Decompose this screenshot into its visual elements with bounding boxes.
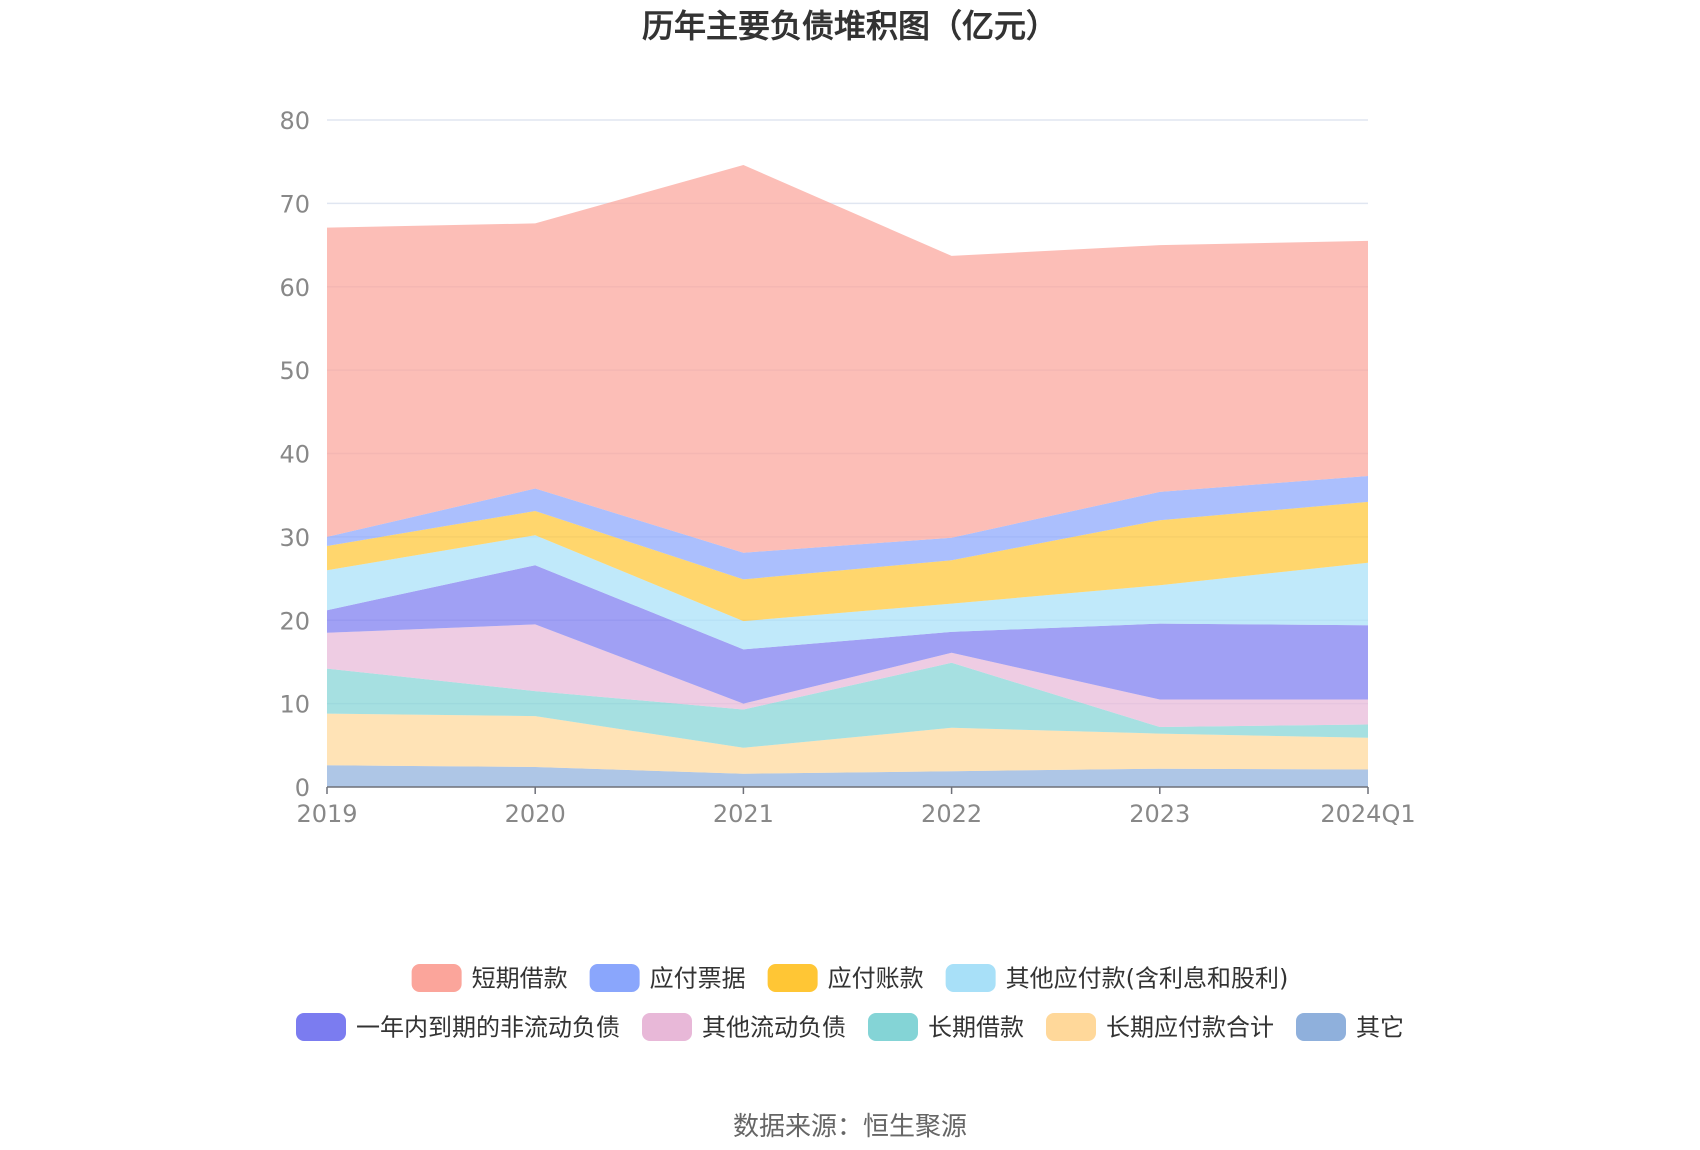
legend-label: 长期借款 (928, 1014, 1024, 1042)
x-tick-label: 2020 (505, 800, 566, 828)
chart-title: 历年主要负债堆积图（亿元） (642, 7, 1058, 45)
legend-swatch (945, 964, 996, 992)
y-tick-label: 30 (279, 524, 310, 552)
area-1 (327, 713, 1368, 774)
legend-swatch (767, 964, 818, 992)
area-2 (327, 662, 1368, 748)
y-tick-label: 70 (279, 190, 310, 218)
legend-swatch (1046, 1013, 1096, 1041)
area-8 (327, 165, 1368, 553)
y-tick-label: 10 (279, 691, 310, 719)
legend-swatch (642, 1013, 692, 1041)
area-3 (327, 624, 1368, 727)
area-0 (327, 765, 1368, 787)
y-tick-label: 0 (295, 774, 310, 802)
y-tick-label: 80 (279, 107, 310, 135)
x-tick-label: 2024Q1 (1320, 800, 1415, 828)
legend-label: 其他应付款(含利息和股利) (1006, 965, 1289, 993)
y-tick-label: 60 (279, 274, 310, 302)
area-series (327, 165, 1368, 787)
legend-swatch (589, 964, 640, 992)
legend-label: 长期应付款合计 (1106, 1014, 1274, 1042)
legend-swatch (296, 1013, 346, 1041)
x-tick-label: 2022 (921, 800, 982, 828)
legend-label: 其它 (1356, 1014, 1404, 1042)
legend-label: 一年内到期的非流动负债 (356, 1014, 620, 1042)
y-tick-label: 40 (279, 441, 310, 469)
legend-swatch (411, 964, 462, 992)
area-6 (327, 501, 1368, 622)
axes: 0 10 20 30 40 50 60 70 80 2019 2020 2021 2022 2023 202… (279, 107, 1415, 828)
area-7 (327, 476, 1368, 580)
legend-label: 应付票据 (650, 965, 746, 993)
legend-label: 应付账款 (828, 965, 924, 993)
legend: 短期借款 应付票据 应付账款 其他应付款(含利息和股利) 一年内到期的非流动负债 其他流动… (296, 964, 1404, 1042)
legend-swatch (1296, 1013, 1346, 1041)
area-4 (327, 565, 1368, 704)
data-source: 数据来源：恒生聚源 (733, 1112, 967, 1142)
x-tick-label: 2021 (713, 800, 774, 828)
x-tick-label: 2019 (296, 800, 357, 828)
legend-label: 其他流动负债 (702, 1014, 846, 1042)
legend-swatch (868, 1013, 918, 1041)
y-tick-label: 20 (279, 607, 310, 635)
x-tick-label: 2023 (1129, 800, 1190, 828)
area-5 (327, 535, 1368, 650)
y-tick-label: 50 (279, 357, 310, 385)
legend-label: 短期借款 (472, 965, 568, 993)
